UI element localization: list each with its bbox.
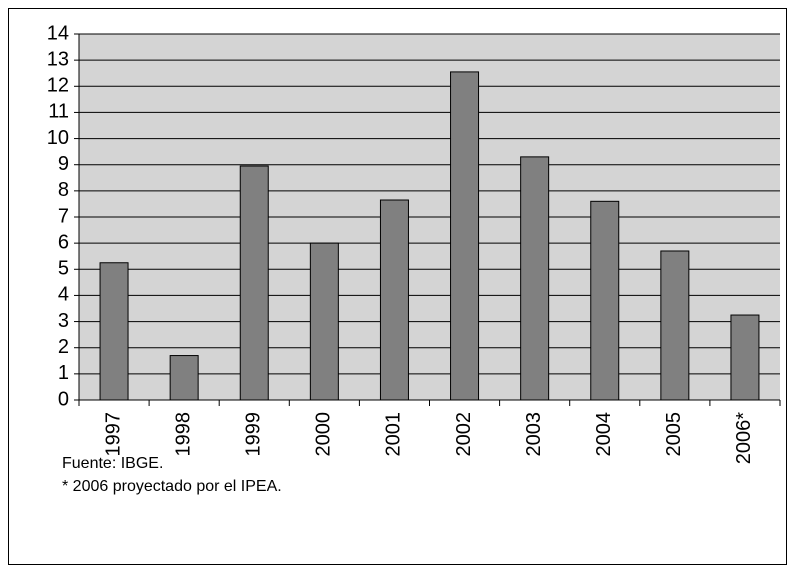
y-tick-label: 13 bbox=[47, 48, 69, 70]
x-tick-label: 1998 bbox=[172, 412, 194, 457]
x-tick-label: 2006* bbox=[733, 412, 755, 464]
y-tick-label: 4 bbox=[58, 284, 69, 306]
bar bbox=[379, 199, 409, 401]
y-tick-label: 0 bbox=[58, 388, 69, 410]
bar bbox=[239, 165, 269, 401]
bar bbox=[660, 250, 690, 401]
bar bbox=[309, 242, 339, 401]
y-tick-label: 5 bbox=[58, 258, 69, 280]
note: * 2006 proyectado por el IPEA. bbox=[62, 478, 282, 495]
y-tick-label: 14 bbox=[47, 22, 69, 44]
y-tick-label: 9 bbox=[58, 153, 69, 175]
y-tick-label: 11 bbox=[48, 101, 69, 123]
bar bbox=[730, 314, 760, 401]
x-tick-label: 1997 bbox=[102, 412, 124, 457]
note: Fuente: IBGE. bbox=[62, 455, 163, 472]
bar bbox=[99, 262, 129, 401]
y-tick-label: 10 bbox=[47, 127, 69, 149]
x-tick-label: 1999 bbox=[243, 412, 265, 457]
y-tick-label: 8 bbox=[58, 179, 69, 201]
x-tick-label: 2000 bbox=[313, 412, 335, 457]
x-tick-label: 2004 bbox=[593, 412, 615, 457]
x-tick-label: 2002 bbox=[453, 412, 475, 457]
y-tick-label: 3 bbox=[58, 310, 69, 332]
y-tick-label: 1 bbox=[58, 362, 69, 384]
x-tick-label: 2005 bbox=[663, 412, 685, 457]
x-tick-label: 2001 bbox=[383, 412, 405, 457]
y-tick-label: 7 bbox=[58, 205, 69, 227]
bar bbox=[590, 200, 620, 401]
bar bbox=[520, 156, 550, 401]
y-tick-label: 2 bbox=[58, 336, 69, 358]
x-tick-label: 2003 bbox=[523, 412, 545, 457]
bar bbox=[169, 355, 199, 401]
y-tick-label: 12 bbox=[47, 75, 69, 97]
y-tick-label: 6 bbox=[58, 231, 69, 253]
bar bbox=[450, 71, 480, 401]
